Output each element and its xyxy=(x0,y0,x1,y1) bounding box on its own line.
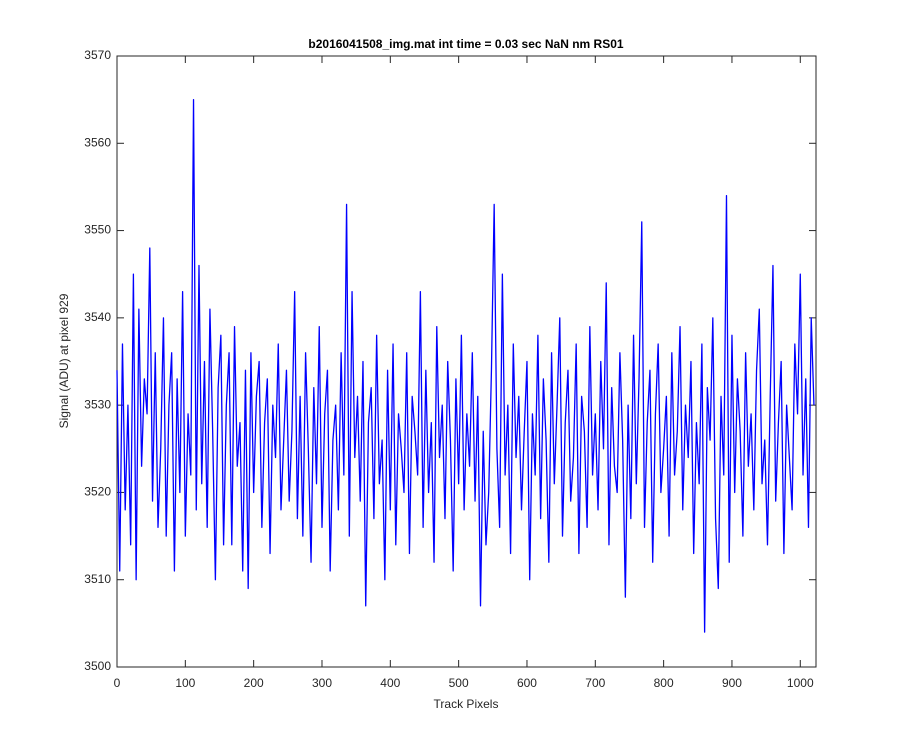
x-tick-label: 400 xyxy=(380,676,400,690)
y-tick-label: 3560 xyxy=(84,135,111,149)
y-tick-label: 3510 xyxy=(84,572,111,586)
x-tick-label: 300 xyxy=(312,676,332,690)
x-tick-label: 1000 xyxy=(787,676,814,690)
y-tick-label: 3500 xyxy=(84,659,111,673)
x-tick-label: 900 xyxy=(722,676,742,690)
x-tick-label: 600 xyxy=(517,676,537,690)
y-tick-label: 3570 xyxy=(84,48,111,62)
chart-title: b2016041508_img.mat int time = 0.03 sec … xyxy=(308,37,623,51)
y-tick-label: 3550 xyxy=(84,223,111,237)
x-tick-label: 200 xyxy=(244,676,264,690)
x-tick-label: 0 xyxy=(114,676,121,690)
x-tick-label: 500 xyxy=(449,676,469,690)
plot-frame xyxy=(116,55,817,668)
y-tick-label: 3530 xyxy=(84,397,111,411)
y-axis-label: Signal (ADU) at pixel 929 xyxy=(57,293,71,428)
x-tick-label: 100 xyxy=(175,676,195,690)
x-tick-label: 800 xyxy=(654,676,674,690)
y-tick-label: 3520 xyxy=(84,485,111,499)
x-axis-label: Track Pixels xyxy=(434,697,499,711)
y-tick-label: 3540 xyxy=(84,310,111,324)
x-tick-label: 700 xyxy=(585,676,605,690)
data-line xyxy=(116,98,815,633)
